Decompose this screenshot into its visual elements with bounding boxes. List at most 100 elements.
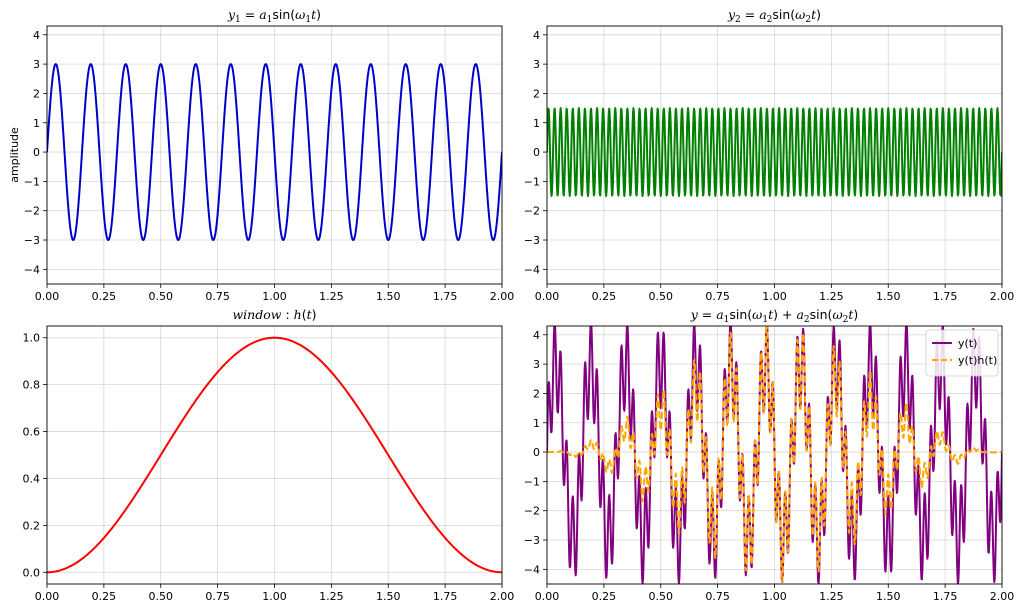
title-part: (	[302, 307, 307, 322]
y-tick-label: −2	[24, 205, 40, 218]
x-tick-label: 0.25	[92, 290, 117, 303]
title-part: t	[811, 7, 817, 22]
x-tick-label: 0.25	[92, 590, 117, 603]
x-tick-label: 1.00	[762, 290, 787, 303]
x-tick-label: 2.00	[490, 290, 515, 303]
chart-panel-3: 0.00 0.25 0.50 0.75 1.00 1.25 1.50 1.75 2.00 0.0 0…	[23, 307, 515, 603]
y-tick-label: −3	[24, 234, 40, 247]
title-part: t	[768, 307, 774, 322]
y-tick-label: 3	[533, 358, 540, 371]
legend-label: y(t)	[958, 337, 977, 350]
y-tick-label: −1	[24, 175, 40, 188]
x-tick-label: 1.75	[933, 290, 958, 303]
y-tick-label: 0	[533, 146, 540, 159]
title-part: 1	[724, 315, 730, 325]
legend-box	[925, 329, 999, 377]
title-part: 1	[762, 315, 768, 325]
x-tick-label: 0.00	[35, 290, 60, 303]
chart-panel-2: 0.00 0.25 0.50 0.75 1.00 1.25 1.50 1.75 2.00 −4 −3…	[524, 7, 1014, 303]
chart-panel-1: 0.00 0.25 0.50 0.75 1.00 1.25 1.50 1.75 2.00 −4 −3…	[8, 7, 514, 303]
y-tick-label: 0	[533, 446, 540, 459]
y-tick-label: 2	[33, 87, 40, 100]
title-part: =	[698, 307, 716, 322]
title-part: 1	[267, 15, 273, 25]
x-tick-label: 1.75	[933, 590, 958, 603]
y-tick-label: −4	[524, 263, 540, 276]
x-tick-label: 1.25	[819, 590, 844, 603]
title-part: sin(	[272, 7, 295, 22]
series-line-1	[547, 107, 1002, 198]
title-part: ω	[295, 7, 305, 22]
y-tick-label: 0.0	[23, 566, 41, 579]
y-axis-label: amplitude	[8, 127, 21, 183]
y-tick-label: 1.0	[23, 332, 41, 345]
y-tick-label: 4	[533, 329, 540, 342]
chart-title: y2 = a2sin(ω2t)	[727, 7, 821, 25]
title-part: y	[727, 7, 736, 22]
x-tick-label: 0.00	[535, 590, 560, 603]
x-tick-label: 1.25	[819, 290, 844, 303]
title-part: t	[307, 307, 313, 322]
x-tick-label: 0.00	[535, 290, 560, 303]
x-tick-label: 0.75	[705, 290, 730, 303]
title-part: a	[796, 307, 803, 322]
x-tick-label: 0.25	[592, 290, 617, 303]
y-tick-label: −2	[524, 205, 540, 218]
y-tick-label: 0.8	[23, 379, 41, 392]
title-part: t	[848, 307, 854, 322]
title-part: ω	[795, 7, 805, 22]
x-tick-label: 0.00	[35, 590, 60, 603]
x-tick-label: 0.75	[205, 590, 230, 603]
y-tick-label: 0	[33, 146, 40, 159]
title-part: ω	[752, 307, 762, 322]
y-tick-label: 4	[33, 29, 40, 42]
title-part: 2	[843, 315, 849, 325]
title-part: 2	[805, 15, 811, 25]
y-tick-label: 4	[533, 29, 540, 42]
title-part: )	[853, 307, 858, 322]
x-tick-label: 0.75	[205, 290, 230, 303]
x-tick-label: 0.50	[149, 290, 174, 303]
title-part: sin(	[810, 307, 833, 322]
series-line-y-t-h-t-	[547, 326, 1002, 583]
y-tick-label: 1	[33, 117, 40, 130]
x-tick-label: 1.75	[433, 290, 458, 303]
legend: y(t) y(t)h(t)	[925, 329, 999, 377]
title-part: sin(	[772, 7, 795, 22]
y-tick-label: −1	[524, 475, 540, 488]
title-part: 1	[235, 15, 241, 25]
chart-title: y = a1sin(ω1t) + a2sin(ω2t)	[690, 307, 859, 325]
x-tick-label: 2.00	[490, 590, 515, 603]
title-part: )	[816, 7, 821, 22]
title-part: t	[311, 7, 317, 22]
title-part: =	[241, 7, 259, 22]
y-tick-label: 0.4	[23, 472, 41, 485]
y-tick-label: −3	[524, 234, 540, 247]
y-tick-label: 3	[533, 58, 540, 71]
x-tick-label: 1.00	[762, 590, 787, 603]
x-tick-label: 1.50	[876, 590, 901, 603]
x-tick-label: 1.50	[376, 590, 401, 603]
x-tick-label: 1.00	[262, 590, 287, 603]
x-tick-label: 1.25	[319, 590, 344, 603]
x-tick-label: 2.00	[990, 590, 1015, 603]
title-part: )	[316, 7, 321, 22]
y-tick-label: 1	[533, 117, 540, 130]
title-part: h	[294, 307, 302, 322]
x-tick-label: 0.75	[705, 590, 730, 603]
y-tick-label: 0.2	[23, 519, 41, 532]
legend-label: y(t)h(t)	[958, 354, 997, 367]
title-part: =	[741, 7, 759, 22]
x-tick-label: 1.00	[262, 290, 287, 303]
y-tick-label: −2	[524, 505, 540, 518]
title-part: a	[759, 7, 766, 22]
x-tick-label: 2.00	[990, 290, 1015, 303]
title-part: window	[232, 307, 281, 322]
title-part: 2	[804, 315, 810, 325]
y-tick-label: −4	[524, 563, 540, 576]
y-tick-label: 0.6	[23, 426, 41, 439]
title-part: 2	[735, 15, 741, 25]
x-tick-label: 0.50	[649, 590, 674, 603]
y-tick-label: −1	[524, 175, 540, 188]
